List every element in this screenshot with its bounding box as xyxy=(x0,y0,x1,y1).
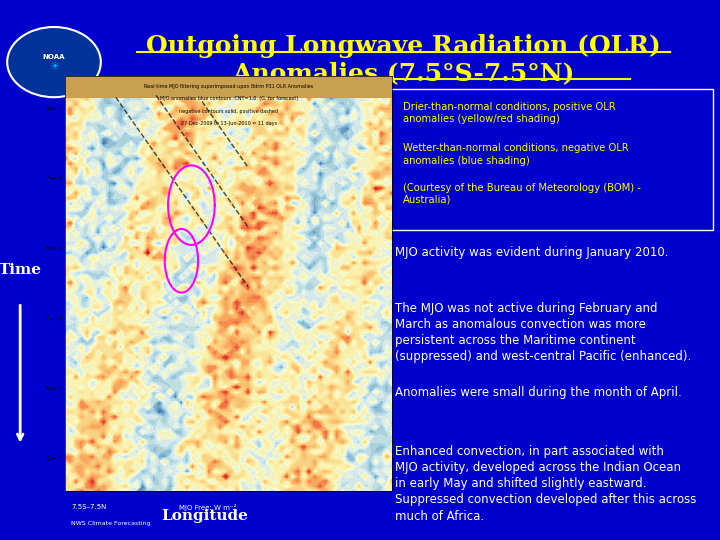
Text: ☀: ☀ xyxy=(49,63,59,72)
Circle shape xyxy=(7,27,101,97)
Text: Drier-than-normal conditions, positive OLR
anomalies (yellow/red shading): Drier-than-normal conditions, positive O… xyxy=(403,102,616,124)
Text: (Courtesy of the Bureau of Meteorology (BOM) -
Australia): (Courtesy of the Bureau of Meteorology (… xyxy=(403,183,641,205)
Text: Wetter-than-normal conditions, negative OLR
anomalies (blue shading): Wetter-than-normal conditions, negative … xyxy=(403,143,629,165)
Text: 7.5S–7.5N: 7.5S–7.5N xyxy=(71,504,107,510)
FancyBboxPatch shape xyxy=(389,89,713,230)
Text: Anomalies (7.5°S-7.5°N): Anomalies (7.5°S-7.5°N) xyxy=(232,61,575,85)
Text: 27-Dec-2009 to 13-Jun-2010 = 11 days: 27-Dec-2009 to 13-Jun-2010 = 11 days xyxy=(181,122,276,126)
Text: May 1: May 1 xyxy=(45,386,61,391)
Text: Real-time MJO filtering superimposed upon 8drm P31 OLR Anomalies: Real-time MJO filtering superimposed upo… xyxy=(144,84,313,89)
Text: MJO activity was evident during January 2010.: MJO activity was evident during January … xyxy=(395,246,668,259)
Text: Mar 1: Mar 1 xyxy=(46,246,61,251)
Text: Time: Time xyxy=(0,263,42,277)
Text: Longitude: Longitude xyxy=(162,509,248,523)
Text: negative contours solid, positive dashed: negative contours solid, positive dashed xyxy=(179,109,278,114)
Text: Anomalies were small during the month of April.: Anomalies were small during the month of… xyxy=(395,386,681,399)
Text: Feb 1: Feb 1 xyxy=(47,176,61,181)
Text: Enhanced convection, in part associated with
MJO activity, developed across the : Enhanced convection, in part associated … xyxy=(395,446,696,523)
Text: Outgoing Longwave Radiation (OLR): Outgoing Longwave Radiation (OLR) xyxy=(146,34,660,58)
Text: MJO Free: W m⁻²: MJO Free: W m⁻² xyxy=(179,504,237,511)
Text: Jun 1: Jun 1 xyxy=(48,456,61,461)
Text: NOAA: NOAA xyxy=(42,53,66,60)
Text: NWS Climate Forecasting: NWS Climate Forecasting xyxy=(71,521,151,525)
Text: The MJO was not active during February and
March as anomalous convection was mor: The MJO was not active during February a… xyxy=(395,302,690,363)
Text: Apr 1: Apr 1 xyxy=(47,316,61,321)
Text: Jan 1: Jan 1 xyxy=(48,106,61,111)
Text: MJO anomalies blue contours. CNT=1.0. (G. for forecast): MJO anomalies blue contours. CNT=1.0. (G… xyxy=(160,97,297,102)
